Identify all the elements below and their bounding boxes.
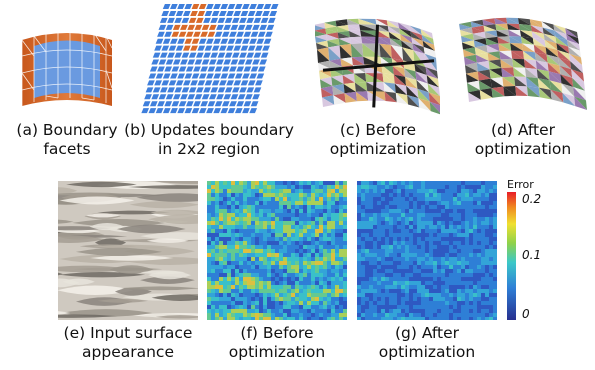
panel-a-image	[18, 18, 116, 118]
caption-f-line2: optimization	[228, 343, 326, 361]
caption-d-line2: optimization	[474, 140, 572, 158]
caption-d-line1: (d) After	[490, 121, 556, 139]
caption-d: (d) After optimization	[460, 121, 586, 159]
panel-c-image	[315, 12, 440, 118]
colorbar-title: Error	[507, 178, 534, 191]
colorbar	[507, 192, 516, 320]
caption-g: (g) After optimization	[357, 324, 497, 362]
caption-a: (a) Boundary facets	[4, 121, 130, 159]
caption-c: (c) Before optimization	[318, 121, 438, 159]
colorbar-tick-min: 0	[522, 307, 530, 321]
caption-e-line1: (e) Input surface	[63, 324, 193, 342]
caption-b-line1: (b) Updates boundary	[124, 121, 294, 139]
caption-f-line1: (f) Before	[240, 324, 314, 342]
grid-cells	[141, 4, 279, 114]
panel-f-image	[207, 181, 347, 320]
caption-g-line2: optimization	[378, 343, 476, 361]
colorbar-tick-max: 0.2	[522, 192, 542, 206]
caption-a-line1: (a) Boundary	[16, 121, 118, 139]
caption-a-line2: facets	[43, 140, 91, 158]
caption-e-line2: appearance	[82, 343, 174, 361]
caption-b-line2: in 2x2 region	[158, 140, 260, 158]
colorbar-tick-mid: 0.1	[522, 248, 542, 262]
caption-e: (e) Input surface appearance	[52, 324, 204, 362]
panel-e-image	[58, 181, 198, 320]
caption-b: (b) Updates boundary in 2x2 region	[120, 121, 298, 159]
caption-c-line2: optimization	[329, 140, 427, 158]
panel-d-image	[458, 8, 588, 116]
caption-g-line1: (g) After	[394, 324, 460, 342]
caption-c-line1: (c) Before	[339, 121, 417, 139]
caption-f: (f) Before optimization	[207, 324, 347, 362]
panel-b-image	[134, 2, 284, 118]
panel-g-image	[357, 181, 497, 320]
